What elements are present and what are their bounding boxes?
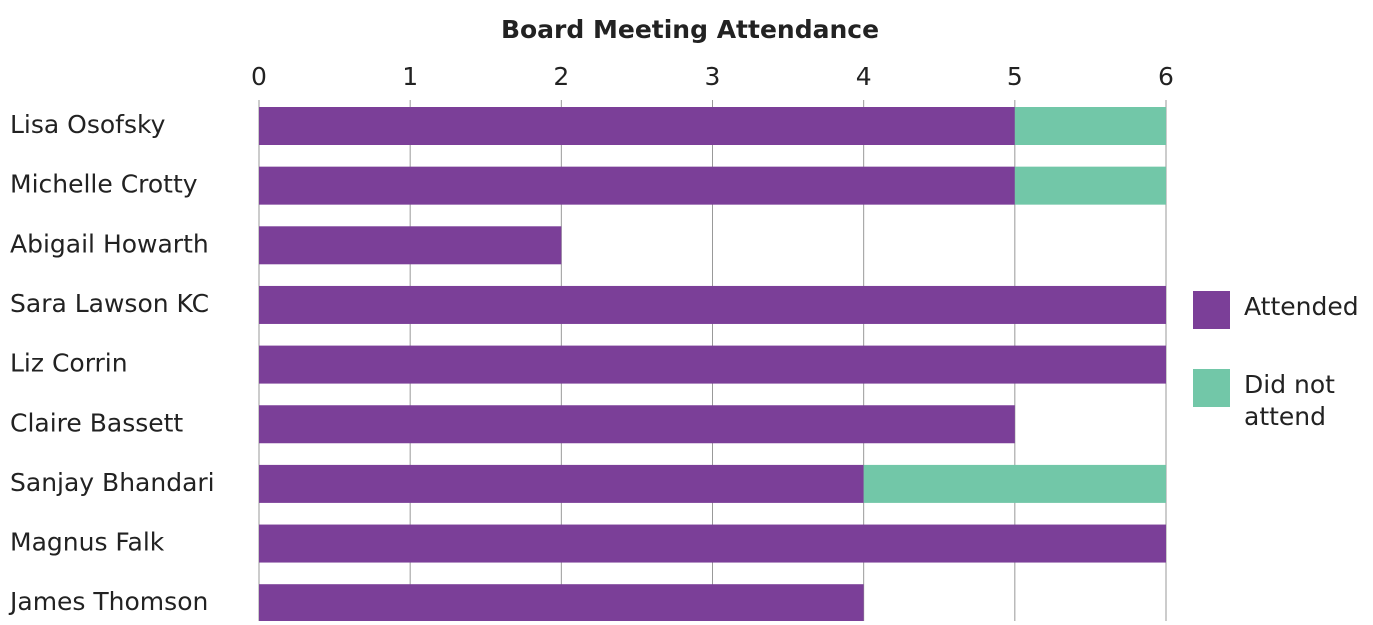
y-tick-label: Lisa Osofsky	[10, 110, 166, 139]
legend-item: Attended	[1193, 291, 1364, 329]
bar-segment	[259, 107, 1015, 145]
legend: Attended Did not attend	[1193, 291, 1364, 473]
bar-segment	[259, 166, 1015, 205]
bar-segment	[259, 285, 1166, 324]
y-tick-label: Liz Corrin	[10, 349, 128, 378]
bar-segment	[259, 524, 1166, 563]
y-tick-label: Abigail Howarth	[10, 229, 209, 258]
bar-segment	[1014, 166, 1166, 205]
x-tick-label: 3	[705, 62, 721, 91]
bar-segment	[259, 584, 864, 623]
x-tick-label: 5	[1007, 62, 1023, 91]
bar-segment	[259, 345, 1166, 384]
x-tick-label: 0	[251, 62, 267, 91]
bar-segment	[863, 464, 1166, 503]
bar-segment	[259, 464, 864, 503]
y-tick-label: Sara Lawson KC	[10, 289, 209, 318]
y-tick-label: Sanjay Bhandari	[10, 468, 215, 497]
y-tick-label: James Thomson	[8, 587, 208, 616]
x-tick-label: 2	[553, 62, 569, 91]
legend-label: Attended	[1244, 292, 1359, 321]
bar-segment	[259, 226, 562, 265]
chart-title: Board Meeting Attendance	[501, 15, 879, 44]
legend-swatch	[1193, 369, 1230, 407]
y-tick-label: Claire Bassett	[10, 408, 183, 437]
x-tick-label: 4	[856, 62, 872, 91]
x-tick-label: 6	[1158, 62, 1174, 91]
x-tick-label: 1	[402, 62, 418, 91]
bar-segment	[259, 405, 1015, 444]
legend-item: Did not attend	[1193, 369, 1364, 433]
bar-segment	[1014, 107, 1166, 145]
legend-label: Did not attend	[1244, 370, 1335, 431]
y-tick-label: Magnus Falk	[10, 528, 165, 557]
y-tick-label: Michelle Crotty	[10, 170, 198, 199]
legend-swatch	[1193, 291, 1230, 329]
